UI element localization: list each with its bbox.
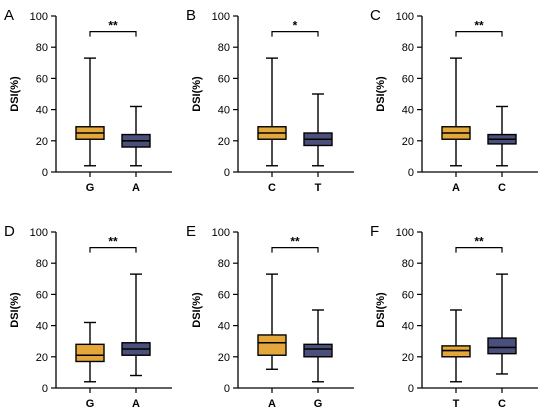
y-tick-label: 0 — [408, 167, 414, 179]
y-tick-label: 0 — [42, 383, 48, 395]
significance-bracket — [455, 247, 503, 253]
y-axis-title: DSI(%) — [9, 76, 21, 112]
significance-label: ** — [474, 235, 484, 249]
y-tick-label: 20 — [218, 352, 230, 364]
y-tick-label: 60 — [36, 289, 48, 301]
iqr-box — [257, 334, 287, 356]
box-a: A — [257, 273, 287, 410]
box-t: T — [303, 93, 333, 194]
y-axis-title: DSI(%) — [191, 76, 203, 112]
y-tick-label: 80 — [402, 42, 414, 54]
x-category-label: A — [132, 398, 140, 410]
y-tick-label: 40 — [36, 105, 48, 117]
box-a: A — [121, 105, 151, 194]
y-tick-label: 0 — [224, 167, 230, 179]
chart-panel-c: C 0 20 40 60 80 100 DSI(%) A C ** — [370, 7, 538, 194]
y-tick-label: 60 — [402, 289, 414, 301]
box-c: C — [487, 105, 517, 194]
chart-panel-d: D 0 20 40 60 80 100 DSI(%) G A ** — [4, 223, 172, 410]
significance-label: * — [293, 19, 298, 33]
significance-label: ** — [108, 235, 118, 249]
chart-panel-e: E 0 20 40 60 80 100 DSI(%) A G ** — [186, 223, 354, 410]
y-tick-label: 60 — [218, 73, 230, 85]
x-category-label: T — [315, 182, 322, 194]
iqr-box — [75, 343, 105, 363]
y-tick-label: 20 — [36, 136, 48, 148]
x-category-label: T — [453, 398, 460, 410]
y-tick-label: 100 — [30, 11, 48, 23]
y-tick-label: 80 — [36, 258, 48, 270]
x-category-label: A — [132, 182, 140, 194]
significance-bracket — [455, 31, 503, 37]
significance-label: ** — [474, 19, 484, 33]
y-tick-label: 0 — [408, 383, 414, 395]
y-tick-label: 100 — [30, 227, 48, 239]
significance-bracket — [271, 247, 319, 253]
panel-label: E — [186, 223, 196, 240]
y-axis-title: DSI(%) — [375, 292, 387, 328]
y-axis-title: DSI(%) — [9, 292, 21, 328]
y-tick-label: 20 — [36, 352, 48, 364]
panel-label: C — [370, 7, 381, 24]
significance-bracket — [271, 31, 319, 37]
y-tick-label: 80 — [36, 42, 48, 54]
y-tick-label: 60 — [402, 73, 414, 85]
y-tick-label: 60 — [218, 289, 230, 301]
panel-label: A — [4, 7, 14, 24]
x-category-label: A — [268, 398, 276, 410]
y-tick-label: 80 — [218, 258, 230, 270]
y-tick-label: 0 — [224, 383, 230, 395]
x-category-label: C — [268, 182, 276, 194]
significance-bracket — [89, 31, 137, 37]
iqr-box — [487, 337, 517, 355]
box-c: C — [257, 57, 287, 194]
significance-label: ** — [290, 235, 300, 249]
panel-label: D — [4, 223, 15, 240]
x-category-label: A — [452, 182, 460, 194]
chart-panel-f: F 0 20 40 60 80 100 DSI(%) T C ** — [370, 223, 538, 410]
box-a: A — [441, 57, 471, 194]
y-axis-title: DSI(%) — [191, 292, 203, 328]
y-tick-label: 40 — [402, 105, 414, 117]
y-tick-label: 40 — [402, 321, 414, 333]
y-tick-label: 0 — [42, 167, 48, 179]
y-tick-label: 20 — [402, 136, 414, 148]
y-tick-label: 100 — [396, 227, 414, 239]
y-tick-label: 40 — [218, 105, 230, 117]
y-tick-label: 80 — [218, 42, 230, 54]
x-category-label: G — [314, 398, 323, 410]
x-category-label: G — [86, 182, 95, 194]
box-g: G — [75, 57, 105, 194]
y-tick-label: 40 — [36, 321, 48, 333]
box-t: T — [441, 309, 471, 410]
y-tick-label: 20 — [218, 136, 230, 148]
iqr-box — [303, 343, 333, 358]
x-category-label: C — [498, 398, 506, 410]
x-category-label: G — [86, 398, 95, 410]
y-tick-label: 100 — [396, 11, 414, 23]
panel-label: B — [186, 7, 196, 24]
y-tick-label: 60 — [36, 73, 48, 85]
panel-label: F — [370, 223, 379, 240]
y-tick-label: 40 — [218, 321, 230, 333]
y-tick-label: 80 — [402, 258, 414, 270]
chart-panel-a: A 0 20 40 60 80 100 DSI(%) G A ** — [4, 7, 172, 194]
x-category-label: C — [498, 182, 506, 194]
box-g: G — [75, 321, 105, 410]
box-c: C — [487, 273, 517, 410]
box-g: G — [303, 309, 333, 410]
y-tick-label: 20 — [402, 352, 414, 364]
y-tick-label: 100 — [212, 11, 230, 23]
box-a: A — [121, 273, 151, 410]
significance-label: ** — [108, 19, 118, 33]
significance-bracket — [89, 247, 137, 253]
chart-panel-b: B 0 20 40 60 80 100 DSI(%) C T * — [186, 7, 354, 194]
y-axis-title: DSI(%) — [375, 76, 387, 112]
y-tick-label: 100 — [212, 227, 230, 239]
